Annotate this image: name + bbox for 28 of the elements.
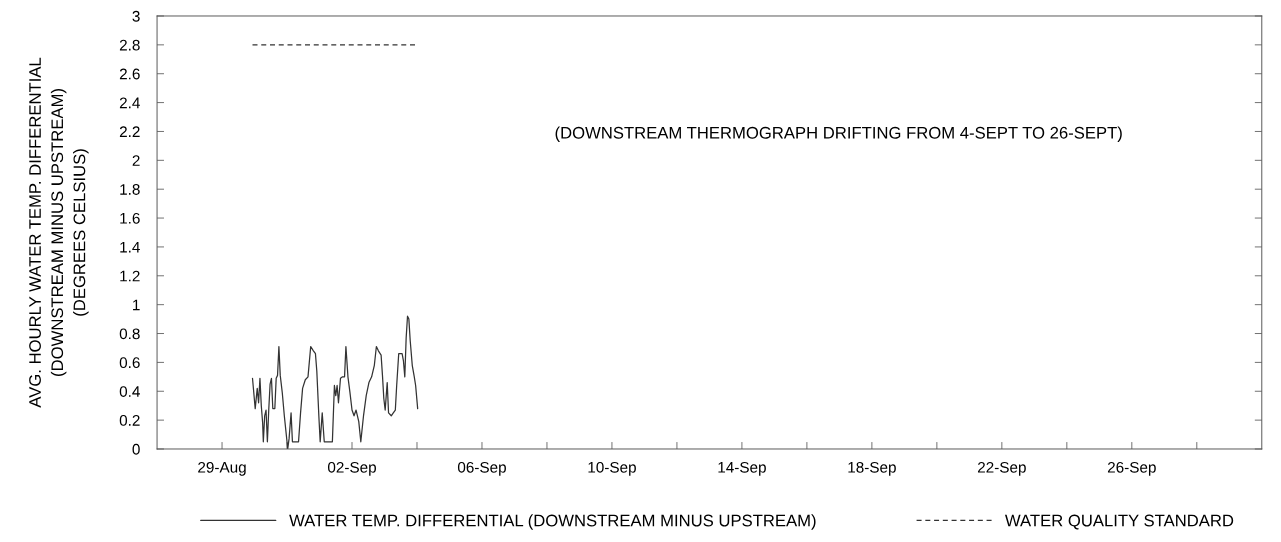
y-tick-label: 2.8 <box>119 39 140 51</box>
y-tick-label: 0.2 <box>119 414 140 426</box>
x-tick-label: 22-Sep <box>977 461 1026 476</box>
x-tick-label: 29-Aug <box>198 461 246 476</box>
legend-label: WATER TEMP. DIFFERENTIAL (DOWNSTREAM MINUS UPSTREAM) <box>289 514 816 530</box>
y-tick-label: 1.2 <box>120 270 140 282</box>
y-tick-label: 1.6 <box>120 212 140 224</box>
y-tick-label: 3 <box>132 10 140 22</box>
y-tick-label: 2.4 <box>119 97 140 109</box>
x-tick-label: 06-Sep <box>457 461 506 476</box>
y-tick-label: 1 <box>133 299 140 311</box>
x-tick-label: 18-Sep <box>848 461 896 476</box>
x-tick-label: 02-Sep <box>327 461 376 476</box>
y-tick-label: 2 <box>132 155 140 166</box>
y-tick-label: 0 <box>132 443 140 455</box>
y-tick-label: 2.6 <box>119 68 140 80</box>
y-tick-label: 1.8 <box>120 184 140 195</box>
x-tick-label: 26-Sep <box>1107 461 1156 476</box>
y-tick-label: 0.6 <box>119 357 140 369</box>
y-tick-label: 0.8 <box>119 328 140 340</box>
x-tick-label: 10-Sep <box>588 461 636 476</box>
y-axis-title: AVG. HOURLY WATER TEMP. DIFFERENTIAL (DOWNSTREAM MINUS UPSTREAM) (DEGREES CELSIUS) <box>29 57 89 408</box>
annotation: (DOWNSTREAM THERMOGRAPH DRIFTING FROM 4-SEPT TO 26-SEPT) <box>555 126 1122 142</box>
x-tick-label: 14-Sep <box>718 461 766 476</box>
y-tick-label: 0.4 <box>119 386 140 397</box>
legend-label: WATER QUALITY STANDARD <box>1004 514 1234 530</box>
y-tick-label: 2.2 <box>119 126 140 137</box>
y-tick-label: 1.4 <box>120 241 140 253</box>
